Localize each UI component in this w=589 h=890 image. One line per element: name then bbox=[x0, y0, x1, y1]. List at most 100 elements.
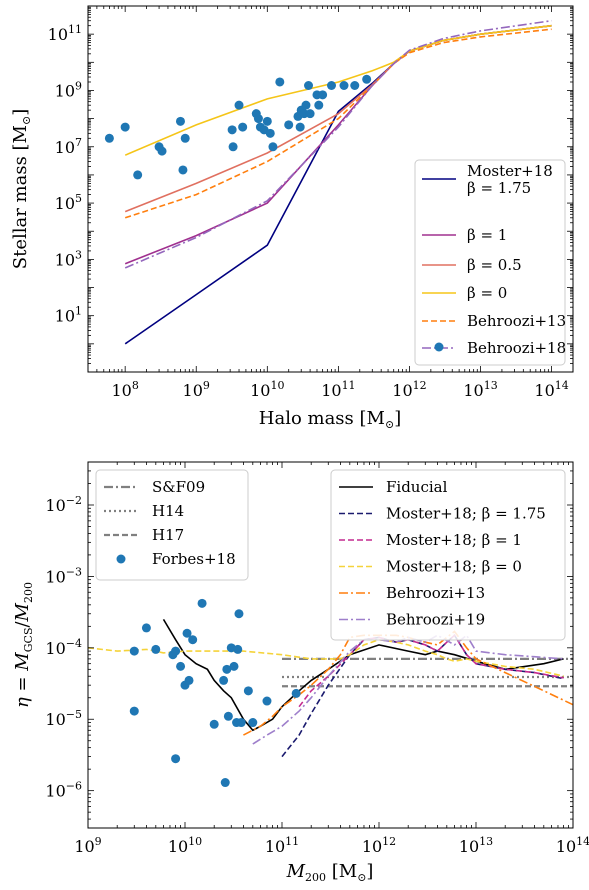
axes-frame bbox=[87, 5, 574, 373]
x-tick-label-5: 1014 bbox=[556, 835, 589, 856]
series-line-3 bbox=[88, 638, 564, 677]
legend-right-label-5: Behroozi+19 bbox=[386, 611, 485, 629]
scatter-point-19 bbox=[275, 77, 285, 87]
scatter-point-2 bbox=[133, 170, 143, 180]
scatter-point-26 bbox=[262, 696, 272, 706]
legend-right-label-1: Moster+18; β = 1.75 bbox=[386, 505, 546, 523]
scatter-point-1 bbox=[120, 122, 130, 132]
scatter-point-29 bbox=[314, 100, 324, 110]
legend-right-label-2: Moster+18; β = 1 bbox=[386, 531, 522, 549]
scatter-point-15 bbox=[220, 778, 230, 788]
plot-area bbox=[104, 19, 552, 345]
y-tick-label-3: 107 bbox=[55, 136, 82, 157]
scatter-point-17 bbox=[223, 711, 233, 721]
legend-bottom-left bbox=[95, 469, 249, 581]
scatter-point-31 bbox=[326, 81, 336, 91]
stellar-halo-mass-panel: 108 109 1010 1011 1012 1013 1014 101 103 105 107 10… bbox=[10, 5, 574, 431]
x-axis-label: Halo mass [M⊙] bbox=[259, 408, 401, 431]
x-tick-label-3: 1011 bbox=[321, 379, 355, 400]
x-tick-label-1: 1010 bbox=[168, 835, 202, 856]
x-tick-label-0: 109 bbox=[74, 835, 101, 856]
legend-left-label-forbes: Forbes+18 bbox=[152, 550, 236, 568]
scatter-point-9 bbox=[182, 628, 192, 638]
scatter-point-1 bbox=[129, 706, 139, 716]
series-line-5 bbox=[124, 19, 552, 269]
series-line-4 bbox=[243, 630, 573, 736]
series-line-5 bbox=[252, 634, 564, 745]
scatter-point-7 bbox=[176, 661, 186, 671]
legend-top-label-5: Behroozi+18 bbox=[467, 339, 566, 357]
scatter-point-16 bbox=[262, 116, 272, 126]
scatter-point-33 bbox=[350, 81, 360, 91]
gcs-efficiency-panel: 109 1010 1011 1012 1013 1014 10−6 10−5 10−4 10−3 1… bbox=[12, 461, 589, 884]
scatter-point-20 bbox=[284, 120, 294, 130]
scatter-point-24 bbox=[243, 686, 253, 696]
scatter-point-19 bbox=[229, 661, 239, 671]
y-tick-label-0: 10−6 bbox=[45, 780, 82, 801]
scatter-point-25 bbox=[248, 718, 258, 728]
scatter-point-5 bbox=[171, 646, 181, 656]
legend-top-marker-forbes bbox=[434, 342, 444, 352]
legend-top-label-1: β = 1 bbox=[467, 226, 507, 244]
scatter-point-18 bbox=[268, 142, 278, 152]
legend-left-label-0: S&F09 bbox=[152, 478, 205, 496]
scatter-point-13 bbox=[209, 719, 219, 729]
scatter-point-10 bbox=[184, 675, 194, 685]
series-line-0 bbox=[162, 618, 564, 732]
scatter-point-34 bbox=[362, 74, 372, 84]
x-tick-label-4: 1013 bbox=[459, 835, 493, 856]
legend-left-label-1: H14 bbox=[152, 502, 184, 520]
legend-right-label-3: Moster+18; β = 0 bbox=[386, 558, 522, 576]
legend-left-marker-forbes bbox=[116, 554, 126, 564]
scatter-point-22 bbox=[295, 122, 305, 132]
legend-top-label-4: Behroozi+13 bbox=[467, 312, 566, 330]
scatter-point-21 bbox=[233, 644, 243, 654]
x-tick-label-4: 1012 bbox=[392, 379, 426, 400]
scatter-point-5 bbox=[175, 116, 185, 126]
scatter-point-27 bbox=[305, 109, 315, 119]
scatter-point-17 bbox=[265, 128, 275, 138]
scatter-point-11 bbox=[238, 122, 248, 132]
y-tick-label-2: 10−4 bbox=[45, 637, 82, 658]
scatter-point-0 bbox=[104, 133, 114, 143]
scatter-point-22 bbox=[234, 609, 244, 619]
scatter-point-16 bbox=[222, 664, 232, 674]
x-tick-label-5: 1013 bbox=[463, 379, 497, 400]
x-tick-label-1: 109 bbox=[183, 379, 210, 400]
y-tick-label-5: 1011 bbox=[48, 23, 82, 44]
x-tick-label-3: 1012 bbox=[362, 835, 396, 856]
scatter-point-26 bbox=[304, 81, 314, 91]
scatter-point-10 bbox=[234, 100, 244, 110]
scatter-point-11 bbox=[188, 635, 198, 645]
legend-top bbox=[414, 159, 566, 366]
legend-bottom-right bbox=[330, 469, 566, 641]
series-line-3 bbox=[124, 24, 552, 156]
legend-top-label-0-b: β = 1.75 bbox=[467, 179, 531, 197]
scatter-point-3 bbox=[151, 644, 161, 654]
y-tick-label-0: 101 bbox=[55, 305, 82, 326]
legend-right-label-4: Behroozi+13 bbox=[386, 584, 485, 602]
legend-right-label-0: Fiducial bbox=[386, 478, 448, 496]
x-axis-label-bottom: M200 [M⊙] bbox=[286, 861, 374, 884]
y-tick-label-4: 109 bbox=[55, 79, 82, 100]
scatter-point-8 bbox=[227, 125, 237, 135]
series-line-2 bbox=[298, 634, 564, 708]
y-tick-label-4: 10−2 bbox=[45, 494, 82, 515]
scatter-point-4 bbox=[157, 146, 167, 156]
scatter-point-6 bbox=[178, 165, 188, 175]
scatter-point-23 bbox=[236, 718, 246, 728]
scatter-point-0 bbox=[129, 646, 139, 656]
legend-left-label-2: H17 bbox=[152, 526, 184, 544]
scatter-point-27 bbox=[291, 688, 301, 698]
scatter-point-2 bbox=[141, 623, 151, 633]
x-tick-label-6: 1014 bbox=[534, 379, 568, 400]
legend-top-label-0: Moster+18 bbox=[467, 162, 553, 180]
scatter-point-12 bbox=[197, 598, 207, 608]
y-tick-label-1: 103 bbox=[55, 248, 82, 269]
x-tick-label-2: 1011 bbox=[265, 835, 299, 856]
legend-top-label-3: β = 0 bbox=[467, 284, 507, 302]
y-tick-label-3: 10−3 bbox=[45, 565, 82, 586]
scatter-point-13 bbox=[253, 114, 263, 124]
scatter-point-7 bbox=[180, 133, 190, 143]
